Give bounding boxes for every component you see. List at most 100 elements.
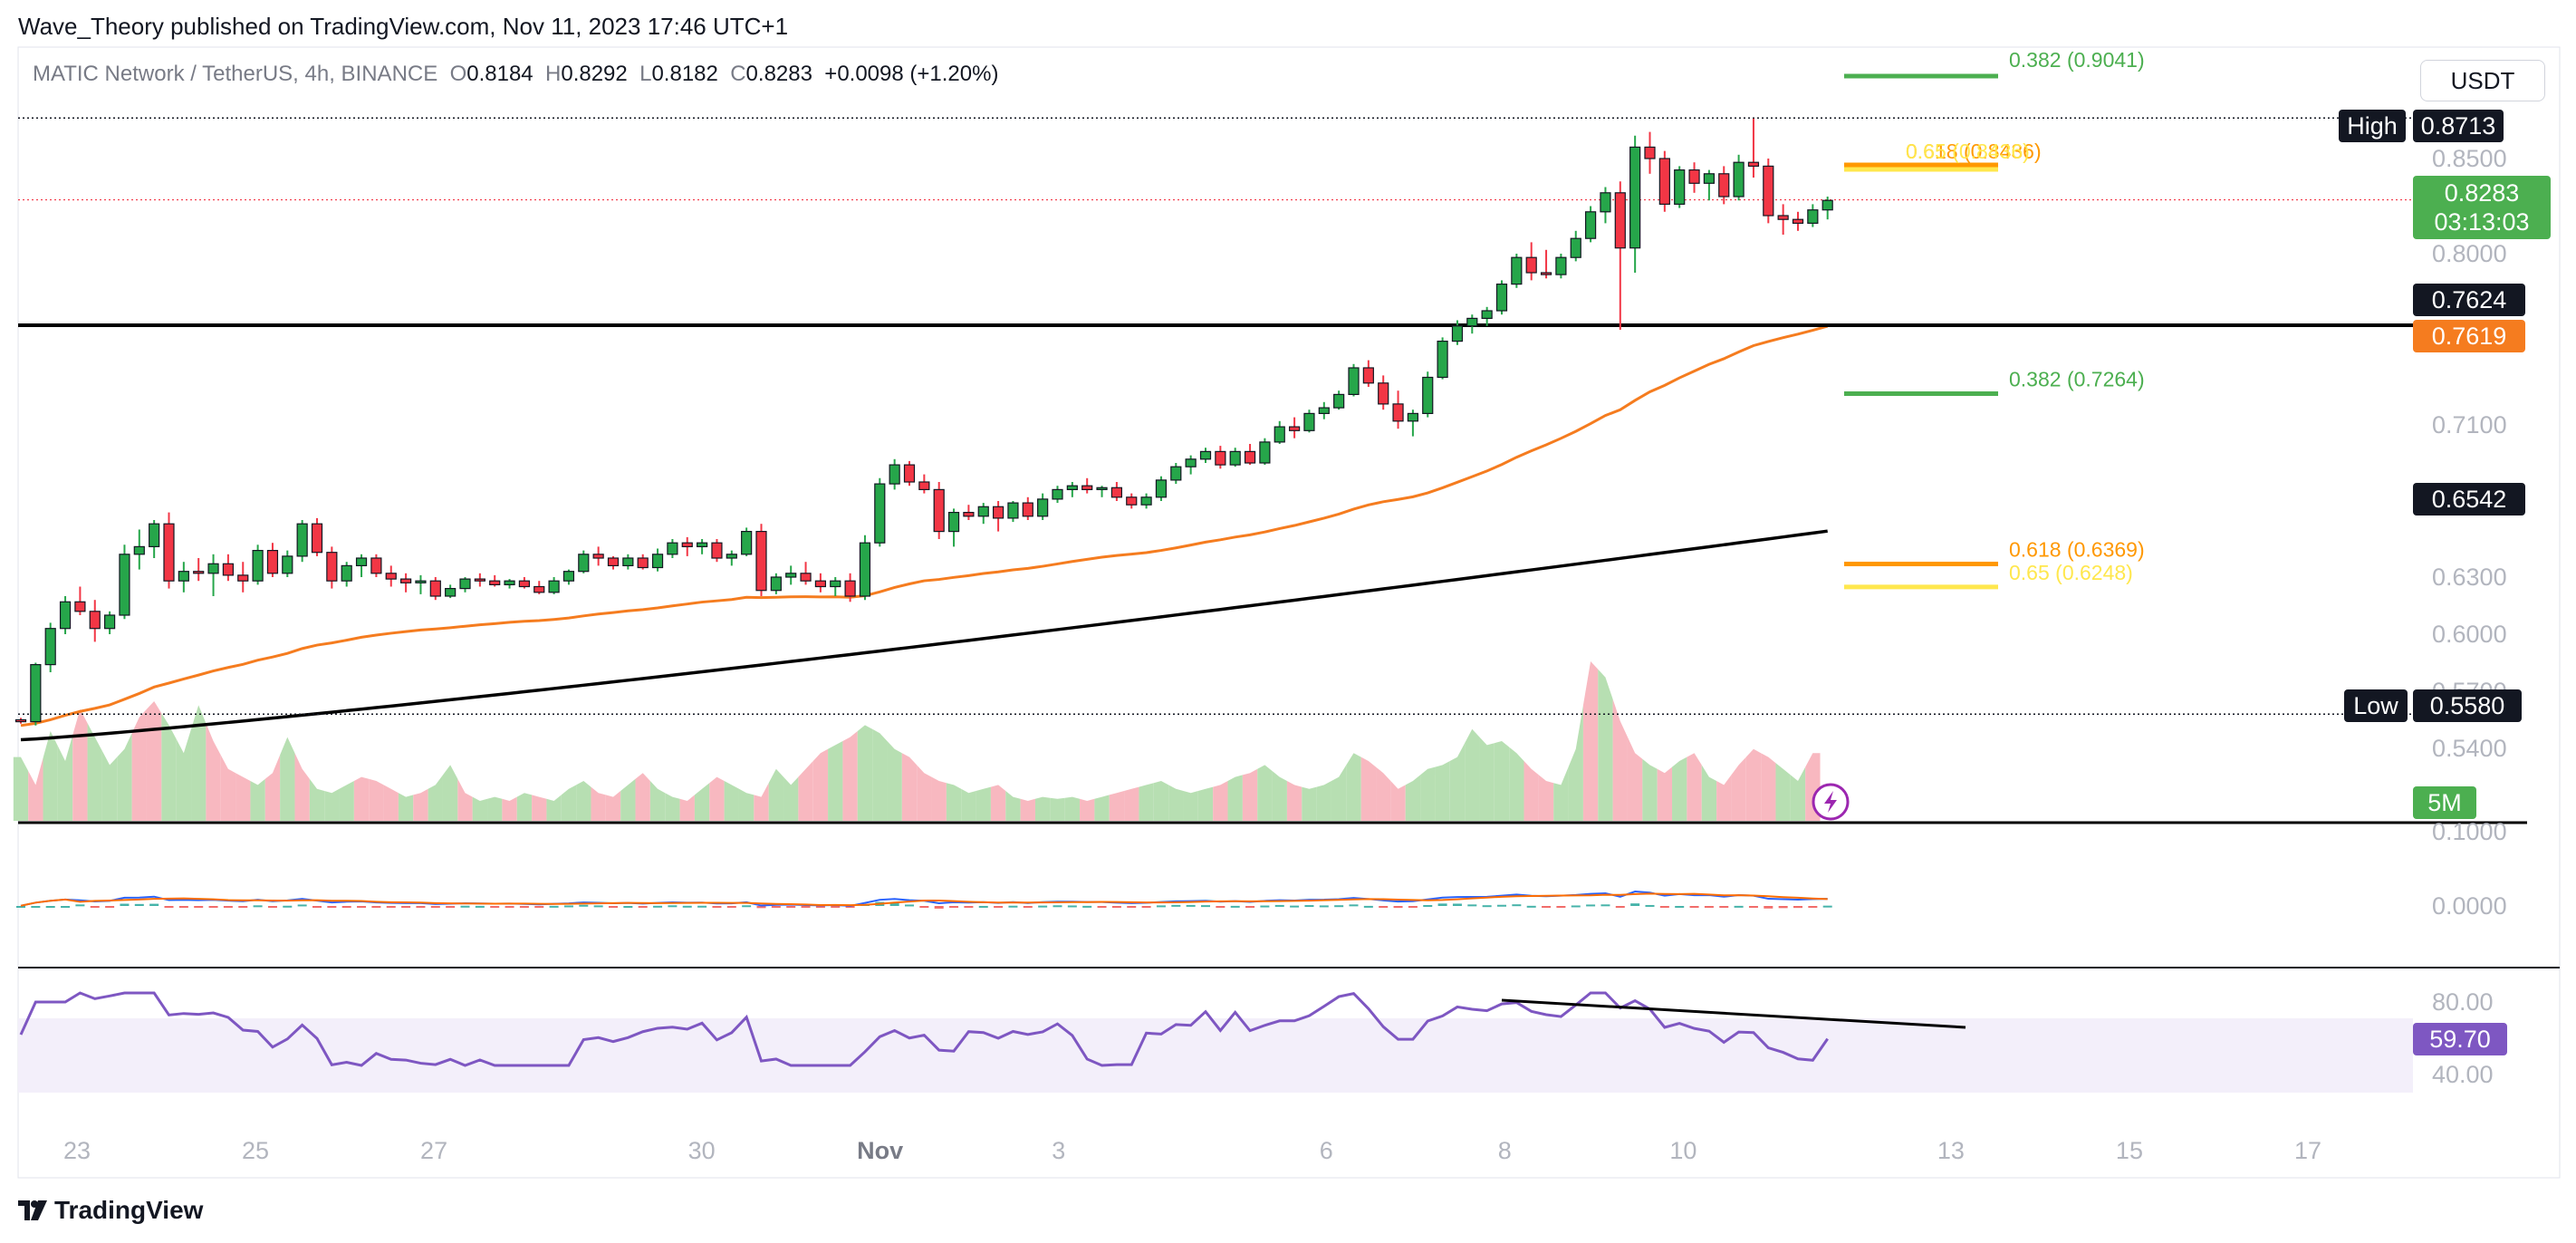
macd-histogram-bar <box>490 906 500 908</box>
candle-body <box>1644 146 1656 159</box>
macd-histogram-bar <box>1719 906 1729 908</box>
moving-averages <box>20 324 1829 742</box>
volume-bar <box>1168 785 1184 821</box>
volume-bar <box>264 755 281 821</box>
macd-histogram-bar <box>31 906 41 908</box>
macd-histogram-bar <box>45 906 55 908</box>
candle-body <box>415 580 427 583</box>
candle-body <box>548 580 560 593</box>
candle-body <box>489 580 501 586</box>
fib-label: 0.618 (0.8436) <box>1906 140 2042 163</box>
candle-body <box>1362 367 1374 384</box>
time-label: 8 <box>1498 1137 1512 1164</box>
macd-histogram-bar <box>697 905 707 908</box>
candle-body <box>696 542 708 548</box>
current-price-text: 0.8283 <box>2445 179 2520 207</box>
macd-histogram-bar <box>712 906 722 908</box>
volume-bar <box>206 723 221 821</box>
price-tags: 0.8713 High 0.7624 0.7619 0.6542 0.5580 Low 0.8… <box>2339 110 2551 1055</box>
volume-bar <box>1553 766 1569 821</box>
volume-bar <box>1346 753 1361 821</box>
low-price-text: 0.5580 <box>2430 692 2505 719</box>
volume-bar <box>1701 765 1717 821</box>
macd-histogram-bar <box>1363 905 1373 908</box>
volume-bar <box>1672 756 1687 821</box>
macd-histogram-bar <box>357 906 367 908</box>
macd-histogram-bar <box>430 906 440 908</box>
volume-bar <box>532 795 547 821</box>
tradingview-logo[interactable]: TradingView <box>18 1196 203 1225</box>
volume-bar <box>428 775 443 821</box>
macd-histogram-bar <box>1630 903 1640 906</box>
macd-histogram-bar <box>771 906 781 908</box>
macd-histogram-bar <box>1675 905 1685 908</box>
macd-pane <box>16 891 1832 909</box>
candle-body <box>1511 256 1523 285</box>
low-value: 0.8182 <box>651 62 718 86</box>
volume-bar <box>294 753 310 821</box>
volume-bar <box>516 793 533 821</box>
macd-histogram-bar <box>593 905 603 908</box>
macd-histogram-bar <box>1556 906 1566 908</box>
candle-body <box>1540 272 1552 275</box>
volume-scale-text: 5M <box>2427 789 2462 816</box>
price-tick: 0.8500 <box>2432 145 2507 172</box>
volume-histogram <box>13 661 1821 821</box>
volume-bar <box>369 778 384 821</box>
macd-histogram-bar <box>105 906 115 908</box>
currency-button[interactable]: USDT <box>2420 60 2545 101</box>
volume-bar <box>1034 796 1051 821</box>
candle-body <box>1185 458 1197 467</box>
macd-histogram-bar <box>1512 904 1522 907</box>
fibonacci-levels: 0.382 (0.9041) 0.618 (0.8436)0.65 (0.8436… <box>1844 48 2145 590</box>
symbol-name[interactable]: MATIC Network / TetherUS, 4h, BINANCE <box>33 62 438 86</box>
volume-bar <box>309 778 325 821</box>
macd-histogram-bar <box>1615 906 1625 909</box>
macd-histogram-bar <box>1437 903 1447 906</box>
volume-bar <box>472 796 488 821</box>
macd-tick: 0.1000 <box>2432 818 2507 845</box>
volume-bar <box>679 795 695 821</box>
macd-histogram-bar <box>1319 905 1329 908</box>
candle-body <box>89 611 101 630</box>
candle-body <box>459 578 471 590</box>
volume-bar <box>1124 786 1139 821</box>
volume-bar <box>812 748 829 821</box>
volume-bar <box>1139 783 1154 821</box>
volume-bar <box>1449 743 1466 821</box>
candle-body <box>237 574 249 582</box>
candle-body <box>1110 487 1123 498</box>
macd-histogram-bar <box>90 906 100 908</box>
volume-bar <box>1642 758 1658 821</box>
macd-histogram-bar <box>208 906 218 908</box>
support-price-badge <box>2413 284 2525 316</box>
candle-body <box>1407 412 1419 422</box>
macd-histogram-bar <box>1734 905 1744 908</box>
macd-histogram-bar <box>978 905 988 908</box>
candle-body <box>1688 169 1700 184</box>
volume-bar <box>117 733 132 821</box>
lightning-icon[interactable] <box>1812 783 1850 821</box>
rsi-band <box>18 1018 2413 1093</box>
volume-bar <box>1080 798 1095 821</box>
macd-histogram-bar <box>1645 904 1655 907</box>
volume-bar <box>101 751 118 821</box>
candle-body <box>355 557 368 566</box>
macd-histogram-bar <box>919 906 929 908</box>
candle-body <box>445 587 457 597</box>
volume-bar <box>931 776 947 821</box>
volume-bar <box>1731 756 1746 821</box>
candle-body <box>918 481 930 490</box>
macd-line <box>20 891 1828 907</box>
volume-bar <box>1716 775 1732 821</box>
time-label: 25 <box>242 1137 269 1164</box>
high-label: H <box>545 62 562 86</box>
macd-histogram-bar <box>1526 905 1536 908</box>
candle-body <box>222 563 234 576</box>
volume-bar <box>694 783 710 821</box>
macd-histogram-bar <box>1808 906 1818 908</box>
candle-body <box>266 549 279 574</box>
candle-body <box>1318 407 1330 415</box>
macd-histogram-bar <box>312 906 322 908</box>
